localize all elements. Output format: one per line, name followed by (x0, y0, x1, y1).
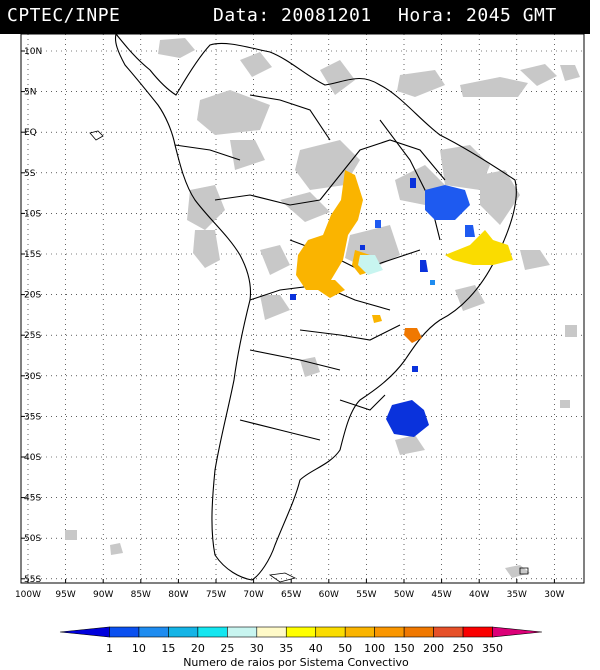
lat-label: 45S (24, 494, 41, 504)
colorbar-swatch (197, 626, 228, 638)
colorbar-caption: Numero de raios por Sistema Convectivo (183, 656, 409, 669)
lat-label: 10S (24, 209, 41, 219)
colorbar-swatch (344, 626, 375, 638)
coastline (114, 32, 517, 581)
colorbar-tick-label: 350 (482, 642, 503, 655)
colorbar-tick-label: 40 (309, 642, 323, 655)
lat-label: 5N (24, 88, 36, 98)
colorbar-swatch (256, 626, 287, 638)
lon-label: 80W (168, 590, 188, 600)
lon-label: 60W (319, 590, 339, 600)
lon-label: 35W (507, 590, 527, 600)
colorbar-tick-label: 150 (394, 642, 415, 655)
lon-label: 55W (356, 590, 376, 600)
lat-label: 30S (24, 372, 41, 382)
lat-label: EQ (24, 128, 37, 138)
lon-label: 70W (243, 590, 263, 600)
lat-label: 35S (24, 412, 41, 422)
colorbar-tick-label: 200 (423, 642, 444, 655)
map-header: CPTEC/INPE Data: 20081201 Hora: 2045 GMT (0, 0, 590, 34)
lat-label: 25S (24, 331, 41, 341)
colorbar-swatch (168, 626, 199, 638)
colorbar-tick-label: 10 (132, 642, 146, 655)
colorbar-swatch (285, 626, 317, 638)
lat-label: 55S (24, 575, 41, 585)
cloud-cover (65, 38, 580, 578)
lon-label: 45W (431, 590, 451, 600)
colorbar-swatch (138, 626, 169, 638)
colorbar-swatch (374, 626, 405, 638)
colorbar-tick-label: 25 (220, 642, 234, 655)
lat-label: 15S (24, 250, 41, 260)
colorbar-tick-label: 100 (364, 642, 385, 655)
colorbar-swatch (109, 626, 140, 638)
islands (89, 130, 529, 583)
axis-labels: 10N 5N EQ 5S 10S 15S 20S 25S 30S 35S 40S 45S 50S 55S 1… (15, 47, 565, 600)
colorbar-swatch (433, 626, 464, 638)
lon-label: 50W (394, 590, 414, 600)
colorbar-swatch (462, 626, 493, 638)
lat-label: 5S (24, 169, 36, 179)
lon-label: 40W (469, 590, 489, 600)
lon-label: 85W (131, 590, 151, 600)
colorbar-swatch (59, 626, 110, 638)
colorbar-tick-label: 1 (106, 642, 113, 655)
colorbar-swatch (227, 626, 258, 638)
org-label: CPTEC/INPE (7, 5, 121, 26)
date-label: Data: 20081201 (213, 5, 372, 26)
colorbar: 1 10 15 20 25 30 35 40 50 100 150 200 250 350 (59, 626, 543, 655)
colorbar-tick-label: 50 (338, 642, 352, 655)
colorbar-swatch (492, 626, 543, 638)
lon-label: 30W (544, 590, 564, 600)
lat-lon-grid (21, 34, 584, 583)
lat-label: 50S (24, 534, 41, 544)
lat-label: 40S (24, 453, 41, 463)
time-label: Hora: 2045 GMT (398, 5, 557, 26)
colorbar-swatch (315, 626, 346, 638)
colorbar-swatch (403, 626, 434, 638)
lon-label: 90W (93, 590, 113, 600)
colorbar-tick-label: 20 (191, 642, 205, 655)
colorbar-tick-label: 30 (250, 642, 264, 655)
convective-systems (290, 170, 513, 437)
colorbar-tick-label: 250 (453, 642, 474, 655)
colorbar-tick-label: 35 (279, 642, 293, 655)
colorbar-tick-label: 15 (161, 642, 175, 655)
lon-label: 100W (15, 590, 41, 600)
lat-label: 10N (24, 47, 42, 57)
map-frame (20, 33, 585, 584)
lon-label: 95W (55, 590, 75, 600)
lat-label: 20S (24, 291, 41, 301)
lon-label: 65W (281, 590, 301, 600)
lon-label: 75W (206, 590, 226, 600)
